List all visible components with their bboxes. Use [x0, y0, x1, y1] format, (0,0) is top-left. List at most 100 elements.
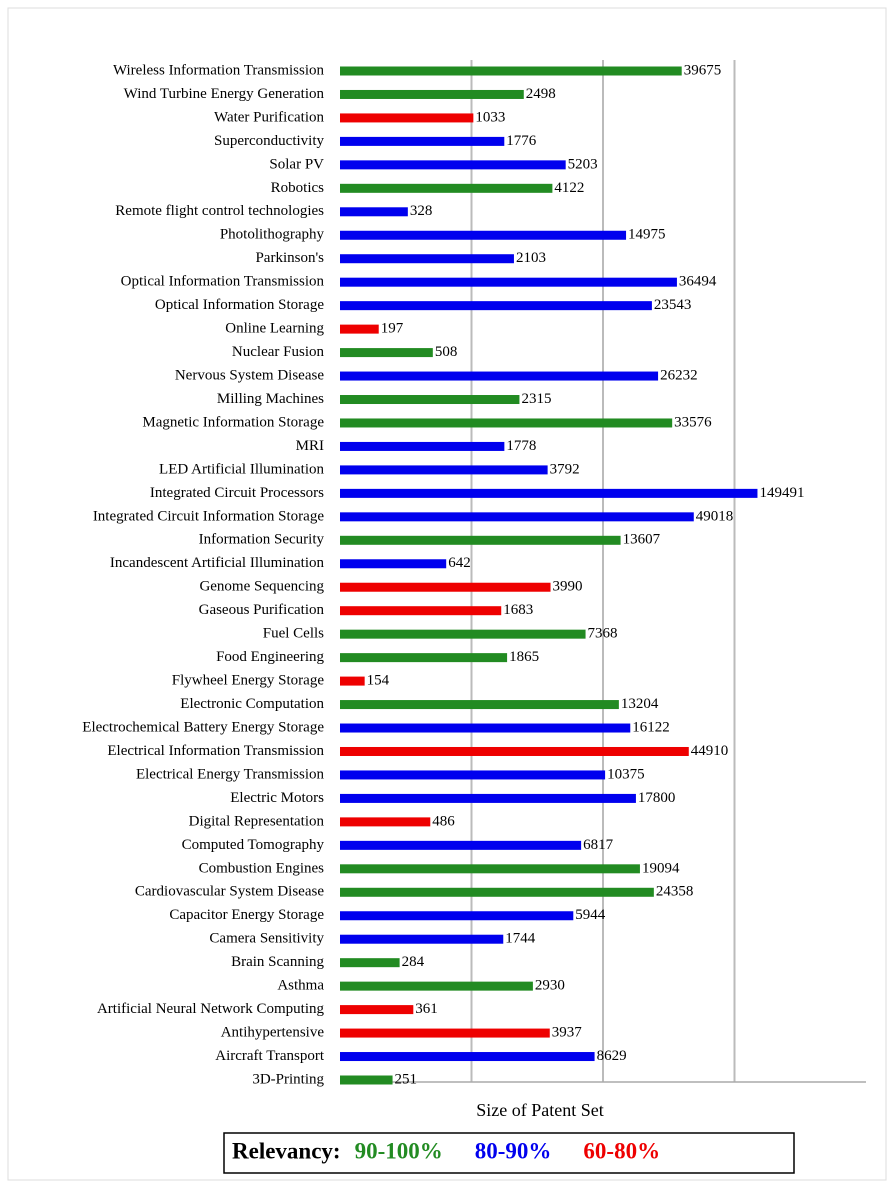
y-tick-label: Capacitor Energy Storage [169, 907, 324, 923]
bar [340, 371, 659, 381]
bar [340, 254, 514, 264]
bar [340, 1052, 595, 1062]
y-tick-label: Photolithography [220, 227, 325, 243]
bar [340, 89, 524, 99]
data-label: 7368 [588, 626, 618, 642]
y-tick-label: Optical Information Storage [155, 297, 324, 313]
y-tick-label: Nuclear Fusion [232, 344, 325, 360]
bar [340, 488, 758, 498]
data-label: 251 [395, 1071, 418, 1087]
y-tick-label: Integrated Circuit Information Storage [93, 508, 325, 524]
bar [340, 770, 606, 780]
data-label: 8629 [597, 1048, 627, 1064]
data-label: 2498 [526, 86, 556, 102]
data-label: 1778 [506, 438, 536, 454]
data-label: 49018 [696, 508, 734, 524]
bar [340, 1075, 393, 1085]
bar [340, 395, 520, 405]
data-label: 5944 [575, 907, 606, 923]
bar [340, 465, 548, 475]
bar [340, 512, 694, 522]
x-axis-label: Size of Patent Set [476, 1100, 603, 1120]
y-tick-label: Computed Tomography [182, 837, 325, 853]
y-tick-label: Information Security [199, 532, 325, 548]
bar [340, 113, 474, 123]
data-label: 508 [435, 344, 458, 360]
y-tick-label: Superconductivity [214, 133, 324, 149]
bar [340, 441, 505, 451]
bar [340, 746, 689, 756]
data-label: 1683 [503, 602, 533, 618]
data-label: 2930 [535, 978, 565, 994]
data-label: 1744 [505, 931, 536, 947]
bar [340, 582, 551, 592]
legend-entry: 90-100% [355, 1138, 443, 1163]
data-label: 13204 [621, 696, 659, 712]
y-tick-label: Robotics [271, 180, 324, 196]
y-tick-label: Wireless Information Transmission [113, 62, 325, 78]
y-tick-label: Incandescent Artificial Illumination [110, 555, 325, 571]
data-label: 2315 [521, 391, 551, 407]
y-tick-label: Food Engineering [216, 649, 324, 665]
y-tick-label: Electric Motors [230, 790, 324, 806]
bar [340, 653, 508, 663]
bar [340, 793, 636, 803]
data-label: 3792 [550, 461, 580, 477]
data-label: 1776 [506, 133, 537, 149]
y-tick-label: Artificial Neural Network Computing [97, 1001, 325, 1017]
bar [340, 840, 582, 850]
data-label: 154 [367, 673, 390, 689]
bar [340, 887, 654, 897]
bar [340, 183, 553, 193]
data-label: 361 [415, 1001, 438, 1017]
data-label: 4122 [554, 180, 584, 196]
y-tick-label: Magnetic Information Storage [142, 414, 324, 430]
bar [340, 864, 640, 874]
y-tick-label: Camera Sensitivity [209, 931, 324, 947]
bar [340, 700, 619, 710]
data-label: 1033 [475, 109, 505, 125]
bar [340, 277, 677, 287]
data-label: 6817 [583, 837, 614, 853]
data-label: 328 [410, 203, 433, 219]
bar [340, 1005, 414, 1015]
bar [340, 629, 586, 639]
legend-entry: 60-80% [583, 1138, 660, 1163]
data-label: 10375 [607, 766, 645, 782]
y-tick-label: 3D-Printing [252, 1071, 324, 1087]
data-label: 19094 [642, 860, 680, 876]
bar [340, 324, 379, 334]
y-tick-label: MRI [296, 438, 324, 454]
y-tick-label: Combustion Engines [199, 860, 325, 876]
bar [340, 981, 533, 991]
legend-title: Relevancy: [232, 1138, 341, 1163]
y-tick-label: Aircraft Transport [215, 1048, 325, 1064]
y-tick-label: Brain Scanning [231, 954, 324, 970]
bar [340, 958, 400, 968]
y-tick-label: Solar PV [269, 156, 324, 172]
data-label: 14975 [628, 227, 666, 243]
data-label: 197 [381, 321, 404, 337]
data-label: 23543 [654, 297, 692, 313]
data-label: 44910 [691, 743, 729, 759]
bar [340, 207, 408, 217]
data-label: 3937 [552, 1025, 583, 1041]
y-tick-label: Remote flight control technologies [115, 203, 324, 219]
data-label: 642 [448, 555, 471, 571]
y-tick-label: Wind Turbine Energy Generation [124, 86, 325, 102]
bar [340, 66, 682, 76]
bar [340, 723, 631, 733]
y-tick-label: Water Purification [214, 109, 325, 125]
bar [340, 1028, 550, 1038]
bar [340, 418, 673, 428]
data-label: 17800 [638, 790, 676, 806]
y-tick-label: Nervous System Disease [175, 367, 324, 383]
bar [340, 230, 627, 240]
y-tick-label: Milling Machines [217, 391, 324, 407]
y-tick-label: Integrated Circuit Processors [150, 485, 324, 501]
bar [340, 301, 652, 311]
y-tick-label: Cardiovascular System Disease [135, 884, 324, 900]
y-tick-label: Fuel Cells [263, 626, 324, 642]
legend-entry: 80-90% [475, 1138, 552, 1163]
data-label: 5203 [568, 156, 598, 172]
